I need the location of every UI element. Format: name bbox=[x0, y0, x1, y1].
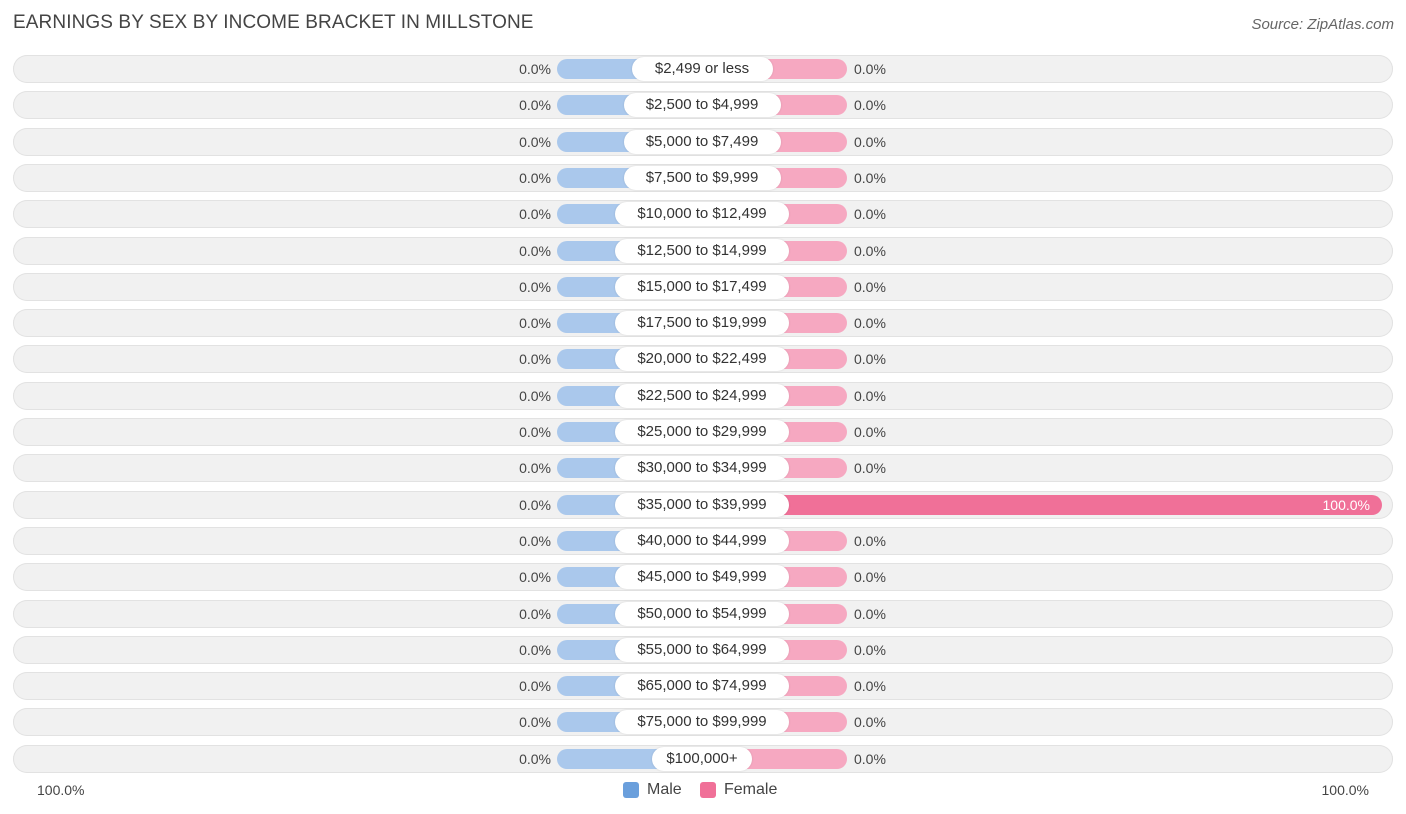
category-label: $25,000 to $29,999 bbox=[615, 420, 789, 444]
male-value-label: 0.0% bbox=[519, 460, 551, 476]
female-value-label: 0.0% bbox=[854, 678, 886, 694]
male-value-label: 0.0% bbox=[519, 497, 551, 513]
male-value-label: 0.0% bbox=[519, 279, 551, 295]
male-value-label: 0.0% bbox=[519, 61, 551, 77]
female-value-label: 0.0% bbox=[854, 97, 886, 113]
category-label: $55,000 to $64,999 bbox=[615, 638, 789, 662]
axis-right-label: 100.0% bbox=[1321, 782, 1369, 798]
male-value-label: 0.0% bbox=[519, 678, 551, 694]
male-value-label: 0.0% bbox=[519, 243, 551, 259]
male-value-label: 0.0% bbox=[519, 97, 551, 113]
female-value-label: 0.0% bbox=[854, 170, 886, 186]
female-value-label: 0.0% bbox=[854, 714, 886, 730]
source-label: Source: ZipAtlas.com bbox=[1251, 16, 1394, 33]
female-value-label: 0.0% bbox=[854, 460, 886, 476]
female-value-label: 0.0% bbox=[854, 243, 886, 259]
category-label: $5,000 to $7,499 bbox=[623, 130, 781, 154]
category-label: $17,500 to $19,999 bbox=[615, 311, 789, 335]
female-value-label: 0.0% bbox=[854, 606, 886, 622]
female-value-label: 0.0% bbox=[854, 569, 886, 585]
male-value-label: 0.0% bbox=[519, 606, 551, 622]
legend-label-male: Male bbox=[647, 781, 682, 798]
category-label: $7,500 to $9,999 bbox=[623, 166, 781, 190]
category-label: $100,000+ bbox=[652, 747, 752, 771]
male-value-label: 0.0% bbox=[519, 388, 551, 404]
male-value-label: 0.0% bbox=[519, 714, 551, 730]
legend: Male Female bbox=[0, 780, 1406, 800]
male-value-label: 0.0% bbox=[519, 642, 551, 658]
category-label: $30,000 to $34,999 bbox=[615, 456, 789, 480]
category-label: $45,000 to $49,999 bbox=[615, 565, 789, 589]
female-value-label: 0.0% bbox=[854, 388, 886, 404]
axis-left-label: 100.0% bbox=[37, 782, 85, 798]
male-value-label: 0.0% bbox=[519, 134, 551, 150]
legend-item-female: Female bbox=[700, 780, 777, 800]
female-value-label: 0.0% bbox=[854, 351, 886, 367]
category-label: $15,000 to $17,499 bbox=[615, 275, 789, 299]
chart-title: EARNINGS BY SEX BY INCOME BRACKET IN MIL… bbox=[13, 12, 534, 33]
female-bar bbox=[702, 495, 1382, 515]
category-label: $22,500 to $24,999 bbox=[615, 384, 789, 408]
female-value-label: 100.0% bbox=[1322, 497, 1370, 513]
male-value-label: 0.0% bbox=[519, 569, 551, 585]
category-label: $40,000 to $44,999 bbox=[615, 529, 789, 553]
male-value-label: 0.0% bbox=[519, 170, 551, 186]
female-value-label: 0.0% bbox=[854, 206, 886, 222]
female-value-label: 0.0% bbox=[854, 279, 886, 295]
category-label: $35,000 to $39,999 bbox=[615, 493, 789, 517]
female-value-label: 0.0% bbox=[854, 61, 886, 77]
category-label: $12,500 to $14,999 bbox=[615, 239, 789, 263]
category-label: $75,000 to $99,999 bbox=[615, 710, 789, 734]
male-value-label: 0.0% bbox=[519, 351, 551, 367]
legend-swatch-female bbox=[700, 782, 716, 798]
legend-label-female: Female bbox=[724, 781, 778, 798]
female-value-label: 0.0% bbox=[854, 424, 886, 440]
legend-swatch-male bbox=[623, 782, 639, 798]
female-value-label: 0.0% bbox=[854, 533, 886, 549]
category-label: $65,000 to $74,999 bbox=[615, 674, 789, 698]
female-value-label: 0.0% bbox=[854, 315, 886, 331]
category-label: $50,000 to $54,999 bbox=[615, 602, 789, 626]
category-label: $2,499 or less bbox=[631, 57, 773, 81]
male-value-label: 0.0% bbox=[519, 206, 551, 222]
male-value-label: 0.0% bbox=[519, 533, 551, 549]
female-value-label: 0.0% bbox=[854, 134, 886, 150]
male-value-label: 0.0% bbox=[519, 315, 551, 331]
male-value-label: 0.0% bbox=[519, 751, 551, 767]
legend-item-male: Male bbox=[623, 780, 682, 800]
male-value-label: 0.0% bbox=[519, 424, 551, 440]
category-label: $2,500 to $4,999 bbox=[623, 93, 781, 117]
female-value-label: 0.0% bbox=[854, 751, 886, 767]
category-label: $10,000 to $12,499 bbox=[615, 202, 789, 226]
category-label: $20,000 to $22,499 bbox=[615, 347, 789, 371]
female-value-label: 0.0% bbox=[854, 642, 886, 658]
